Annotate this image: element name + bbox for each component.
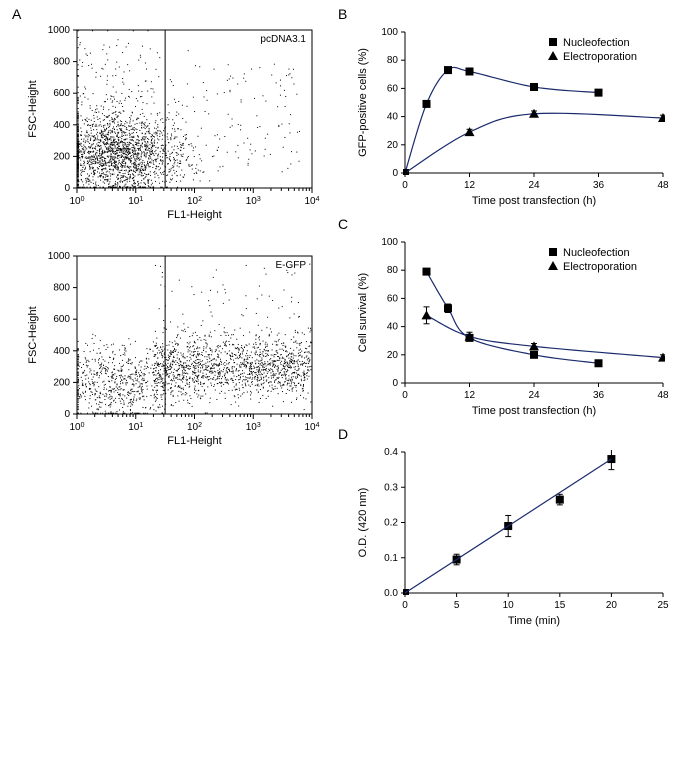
svg-text:12: 12 [464,390,476,401]
panel-label-d: D [338,426,348,442]
svg-text:103: 103 [246,422,261,434]
svg-text:FL1-Height: FL1-Height [167,435,221,447]
svg-text:FSC-Height: FSC-Height [27,80,39,137]
panel-b-chart: 0 12 24 36 48 0 20 40 60 80 100 Time post transfect… [350,22,675,207]
svg-text:36: 36 [593,390,605,401]
svg-text:GFP-positive cells (%): GFP-positive cells (%) [357,48,369,157]
panel-label-c: C [338,216,348,232]
svg-text:0: 0 [392,168,398,179]
svg-text:12: 12 [464,180,476,191]
svg-text:0.4: 0.4 [384,447,398,458]
svg-text:20: 20 [387,140,399,151]
svg-text:25: 25 [657,600,669,611]
svg-text:400: 400 [53,120,70,131]
svg-text:104: 104 [304,196,319,208]
svg-text:102: 102 [187,196,202,208]
svg-text:800: 800 [53,57,70,68]
svg-text:48: 48 [657,390,669,401]
svg-text:Time post transfection (h): Time post transfection (h) [472,405,596,417]
svg-text:60: 60 [387,293,399,304]
svg-text:0: 0 [402,180,408,191]
svg-text:0: 0 [392,378,398,389]
svg-text:40: 40 [387,112,399,123]
svg-text:pcDNA3.1: pcDNA3.1 [260,34,306,45]
svg-text:0.2: 0.2 [384,518,398,529]
svg-text:80: 80 [387,55,399,66]
svg-text:100: 100 [69,196,84,208]
svg-text:5: 5 [454,600,460,611]
svg-text:101: 101 [128,196,143,208]
svg-text:104: 104 [304,422,319,434]
svg-text:600: 600 [53,314,70,325]
svg-text:40: 40 [387,322,399,333]
svg-text:200: 200 [53,151,70,162]
svg-text:Cell survival (%): Cell survival (%) [357,273,369,352]
svg-text:10: 10 [503,600,515,611]
svg-text:0.1: 0.1 [384,553,398,564]
svg-text:15: 15 [554,600,566,611]
svg-text:102: 102 [187,422,202,434]
svg-text:0.0: 0.0 [384,588,398,599]
svg-text:103: 103 [246,196,261,208]
svg-text:Nucleofection: Nucleofection [563,247,630,259]
svg-text:100: 100 [381,237,398,248]
svg-text:60: 60 [387,83,399,94]
svg-text:101: 101 [128,422,143,434]
panel-a-top-scatter: 100 101 102 103 104 0 200 400 600 800 1000 FL1-Heig… [22,22,322,222]
svg-text:36: 36 [593,180,605,191]
svg-text:0: 0 [64,409,70,420]
svg-text:24: 24 [528,180,540,191]
svg-text:O.D. (420 nm): O.D. (420 nm) [357,488,369,558]
panel-a-bottom-scatter: 100 101 102 103 104 0 200 400 600 800 1000 FL1-Heig… [22,248,322,448]
svg-text:80: 80 [387,265,399,276]
svg-text:Time post transfection (h): Time post transfection (h) [472,195,596,207]
svg-text:0.3: 0.3 [384,482,398,493]
svg-text:Electroporation: Electroporation [563,261,637,273]
svg-text:20: 20 [387,350,399,361]
svg-text:FL1-Height: FL1-Height [167,209,221,221]
svg-text:100: 100 [69,422,84,434]
svg-text:24: 24 [528,390,540,401]
svg-text:Nucleofection: Nucleofection [563,37,630,49]
svg-text:FSC-Height: FSC-Height [27,306,39,363]
svg-text:E-GFP: E-GFP [275,260,306,271]
svg-text:Time (min): Time (min) [508,615,560,627]
panel-label-b: B [338,6,347,22]
svg-text:0: 0 [64,183,70,194]
svg-text:200: 200 [53,377,70,388]
svg-text:800: 800 [53,283,70,294]
svg-text:100: 100 [381,27,398,38]
svg-text:600: 600 [53,88,70,99]
svg-text:0: 0 [402,600,408,611]
svg-text:400: 400 [53,346,70,357]
panel-d-chart: 0 5 10 15 20 25 0.0 0.1 0.2 0.3 0.4 Time (min) O.D. … [350,442,675,627]
panel-c-chart: 0 12 24 36 48 0 20 40 60 80 100 Time post transfect… [350,232,675,417]
svg-text:0: 0 [402,390,408,401]
svg-text:48: 48 [657,180,669,191]
svg-text:20: 20 [606,600,618,611]
svg-text:1000: 1000 [48,25,71,36]
svg-text:1000: 1000 [48,251,71,262]
panel-label-a: A [12,6,21,22]
svg-text:Electroporation: Electroporation [563,51,637,63]
